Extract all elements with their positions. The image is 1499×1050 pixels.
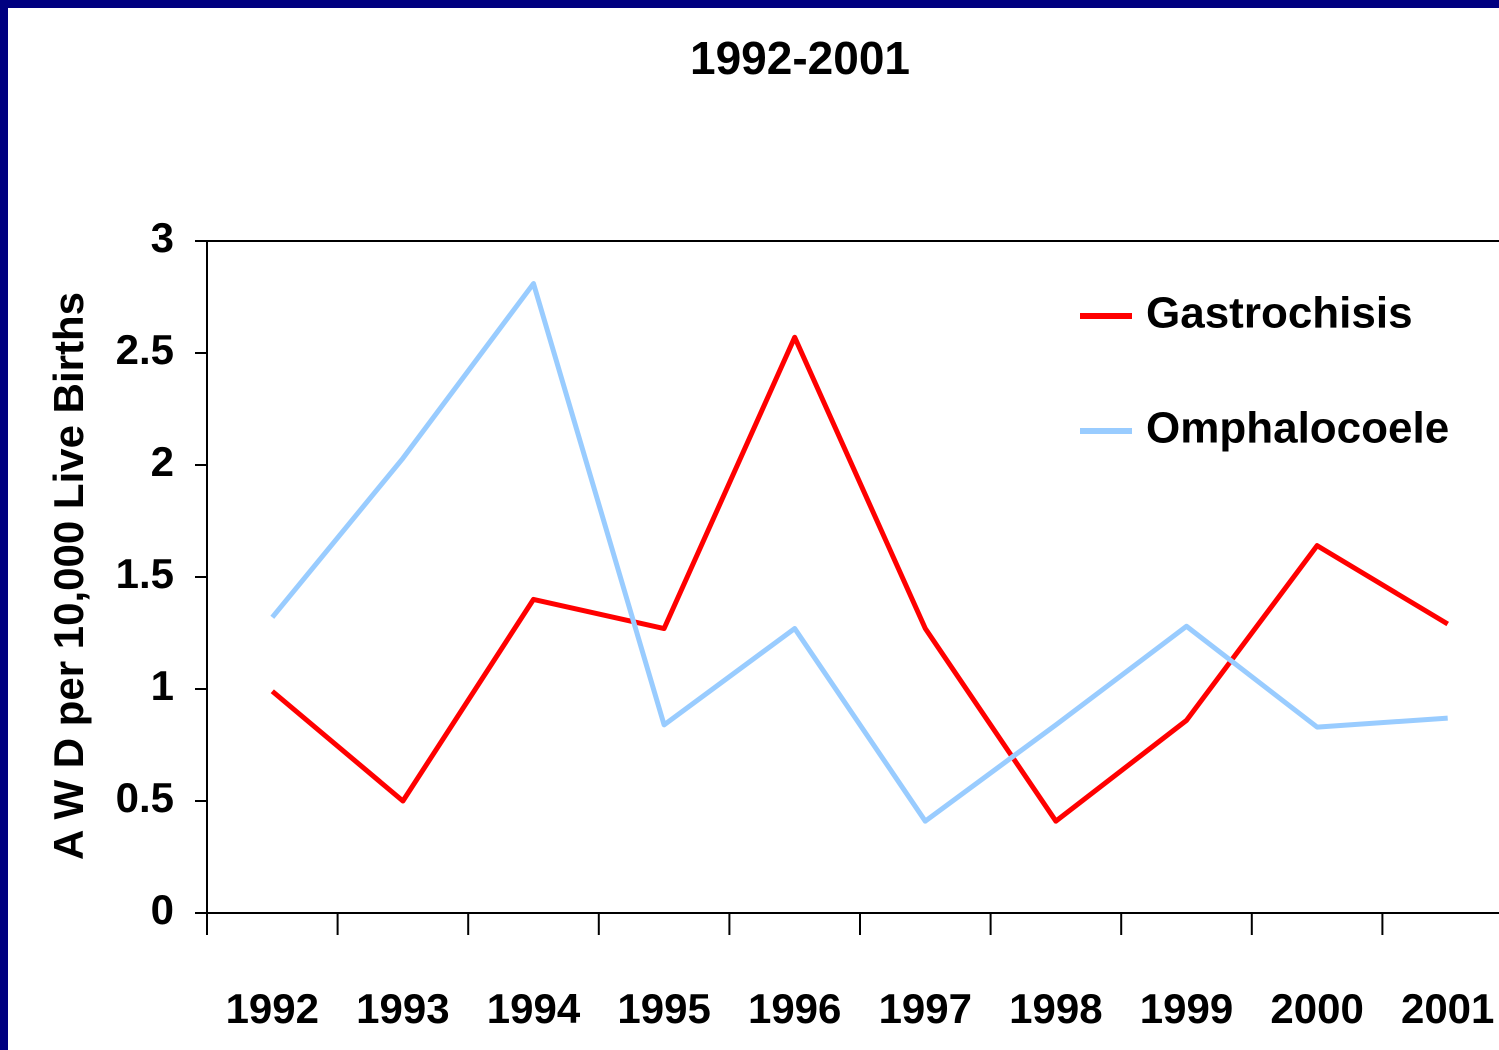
x-tick-label: 1992 xyxy=(226,985,319,1032)
x-tick-label: 1996 xyxy=(748,985,841,1032)
x-tick-label: 1993 xyxy=(356,985,449,1032)
chart-title: 1992-2001 xyxy=(690,32,910,84)
y-tick-label: 1.5 xyxy=(116,550,174,597)
y-tick-label: 3 xyxy=(151,214,174,261)
y-tick-label: 2 xyxy=(151,438,174,485)
legend-label: Gastrochisis xyxy=(1146,289,1413,338)
x-tick-label: 2000 xyxy=(1270,985,1363,1032)
x-tick-label: 1998 xyxy=(1009,985,1102,1032)
y-tick-label: 2.5 xyxy=(116,326,174,373)
x-tick-label: 2001 xyxy=(1401,985,1494,1032)
x-tick-label: 1999 xyxy=(1140,985,1233,1032)
x-tick-label: 1994 xyxy=(487,985,581,1032)
series-line xyxy=(270,334,1449,824)
background xyxy=(8,8,1499,1050)
y-tick-label: 0.5 xyxy=(116,774,174,821)
x-tick-label: 1997 xyxy=(879,985,972,1032)
legend-label: Omphalocoele xyxy=(1146,404,1449,453)
y-axis-label: A W D per 10,000 Live Births xyxy=(45,292,92,860)
x-tick-label: 1995 xyxy=(617,985,710,1032)
y-tick-label: 1 xyxy=(151,662,174,709)
y-tick-label: 0 xyxy=(151,886,174,933)
series-line xyxy=(270,281,1448,824)
